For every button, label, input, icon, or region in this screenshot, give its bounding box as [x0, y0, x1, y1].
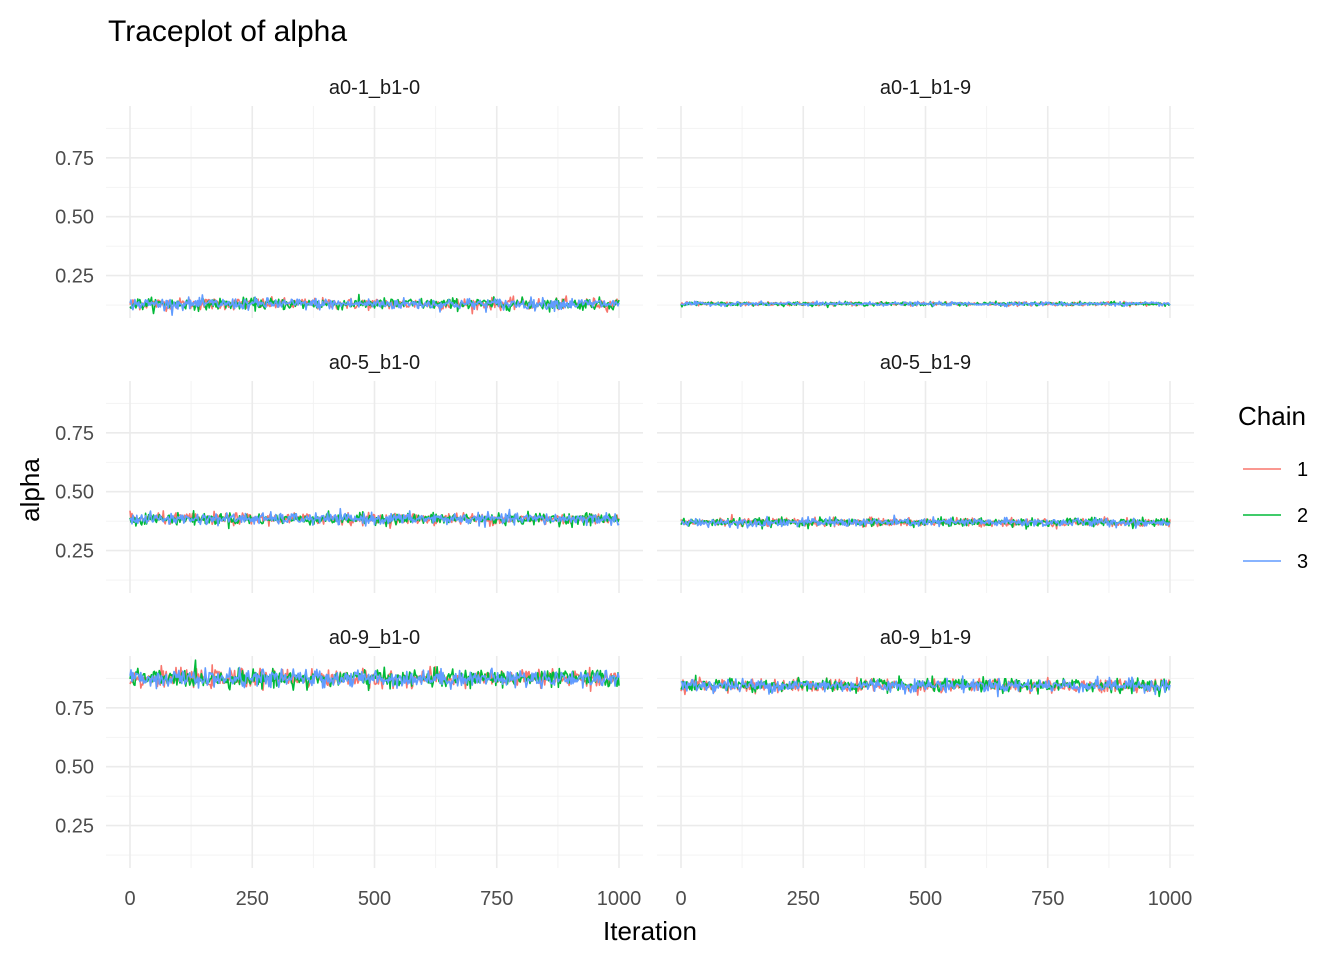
y-tick-label: 0.75: [55, 698, 94, 720]
facet-panel-a0-1_b1-0: a0-1_b1-0 0.25 0.50 0.75: [55, 77, 643, 318]
facet-panel-a0-5_b1-0: a0-5_b1-0 0.25 0.50 0.75: [55, 352, 643, 593]
y-tick-label: 0.25: [55, 266, 94, 288]
chart-title: Traceplot of alpha: [108, 15, 347, 48]
x-tick-label: 250: [787, 888, 820, 910]
y-tick-label: 0.75: [55, 148, 94, 170]
facet-strip-label: a0-9_b1-9: [880, 627, 971, 649]
legend-label-1: 1: [1297, 459, 1308, 481]
facet-strip-label: a0-9_b1-0: [329, 627, 420, 649]
x-tick-label: 0: [124, 888, 135, 910]
legend-items: 1 2 3: [1243, 459, 1308, 573]
facet-panels: a0-1_b1-0 0.25 0.50 0.75 a0-1_b1-9 a0-5_b1-0 0…: [55, 77, 1194, 910]
trace-line-chain-1: [129, 664, 620, 692]
trace-line-chain-3: [129, 507, 620, 528]
x-axis-title: Iteration: [603, 916, 697, 946]
y-tick-label: 0.50: [55, 757, 94, 779]
x-tick-label: 750: [1031, 888, 1064, 910]
legend: Chain 1 2 3: [1238, 401, 1308, 573]
facet-panel-a0-9_b1-9: a0-9_b1-9 0 250 500 750 1000: [657, 627, 1194, 910]
facet-strip-label: a0-1_b1-9: [880, 77, 971, 99]
x-tick-label: 250: [236, 888, 269, 910]
facet-strip-label: a0-5_b1-9: [880, 352, 971, 374]
facet-strip-label: a0-1_b1-0: [329, 77, 420, 99]
legend-label-2: 2: [1297, 505, 1308, 527]
trace-line-chain-3: [680, 300, 1171, 308]
y-tick-label: 0.50: [55, 207, 94, 229]
y-tick-label: 0.25: [55, 816, 94, 838]
x-tick-label: 0: [675, 888, 686, 910]
legend-label-3: 3: [1297, 551, 1308, 573]
facet-panel-a0-5_b1-9: a0-5_b1-9: [657, 352, 1194, 593]
legend-title: Chain: [1238, 401, 1306, 431]
x-tick-label: 500: [358, 888, 391, 910]
trace-line-chain-3: [680, 675, 1171, 698]
facet-strip-label: a0-5_b1-0: [329, 352, 420, 374]
y-axis-title: alpha: [15, 458, 45, 522]
x-tick-label: 750: [480, 888, 513, 910]
y-tick-label: 0.25: [55, 541, 94, 563]
facet-panel-a0-1_b1-9: a0-1_b1-9: [657, 77, 1194, 318]
trace-line-chain-3: [129, 666, 620, 690]
trace-line-chain-3: [129, 294, 620, 316]
x-tick-label: 1000: [1148, 888, 1193, 910]
y-tick-label: 0.50: [55, 482, 94, 504]
x-tick-label: 1000: [597, 888, 642, 910]
x-tick-label: 500: [909, 888, 942, 910]
trace-line-chain-3: [680, 514, 1171, 529]
y-tick-label: 0.75: [55, 423, 94, 445]
facet-panel-a0-9_b1-0: a0-9_b1-0 0.25 0.50 0.75 0 250 500 750 1000: [55, 627, 643, 910]
